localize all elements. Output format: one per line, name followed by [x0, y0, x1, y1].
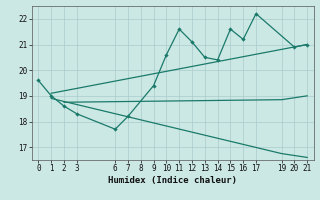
X-axis label: Humidex (Indice chaleur): Humidex (Indice chaleur) [108, 176, 237, 185]
